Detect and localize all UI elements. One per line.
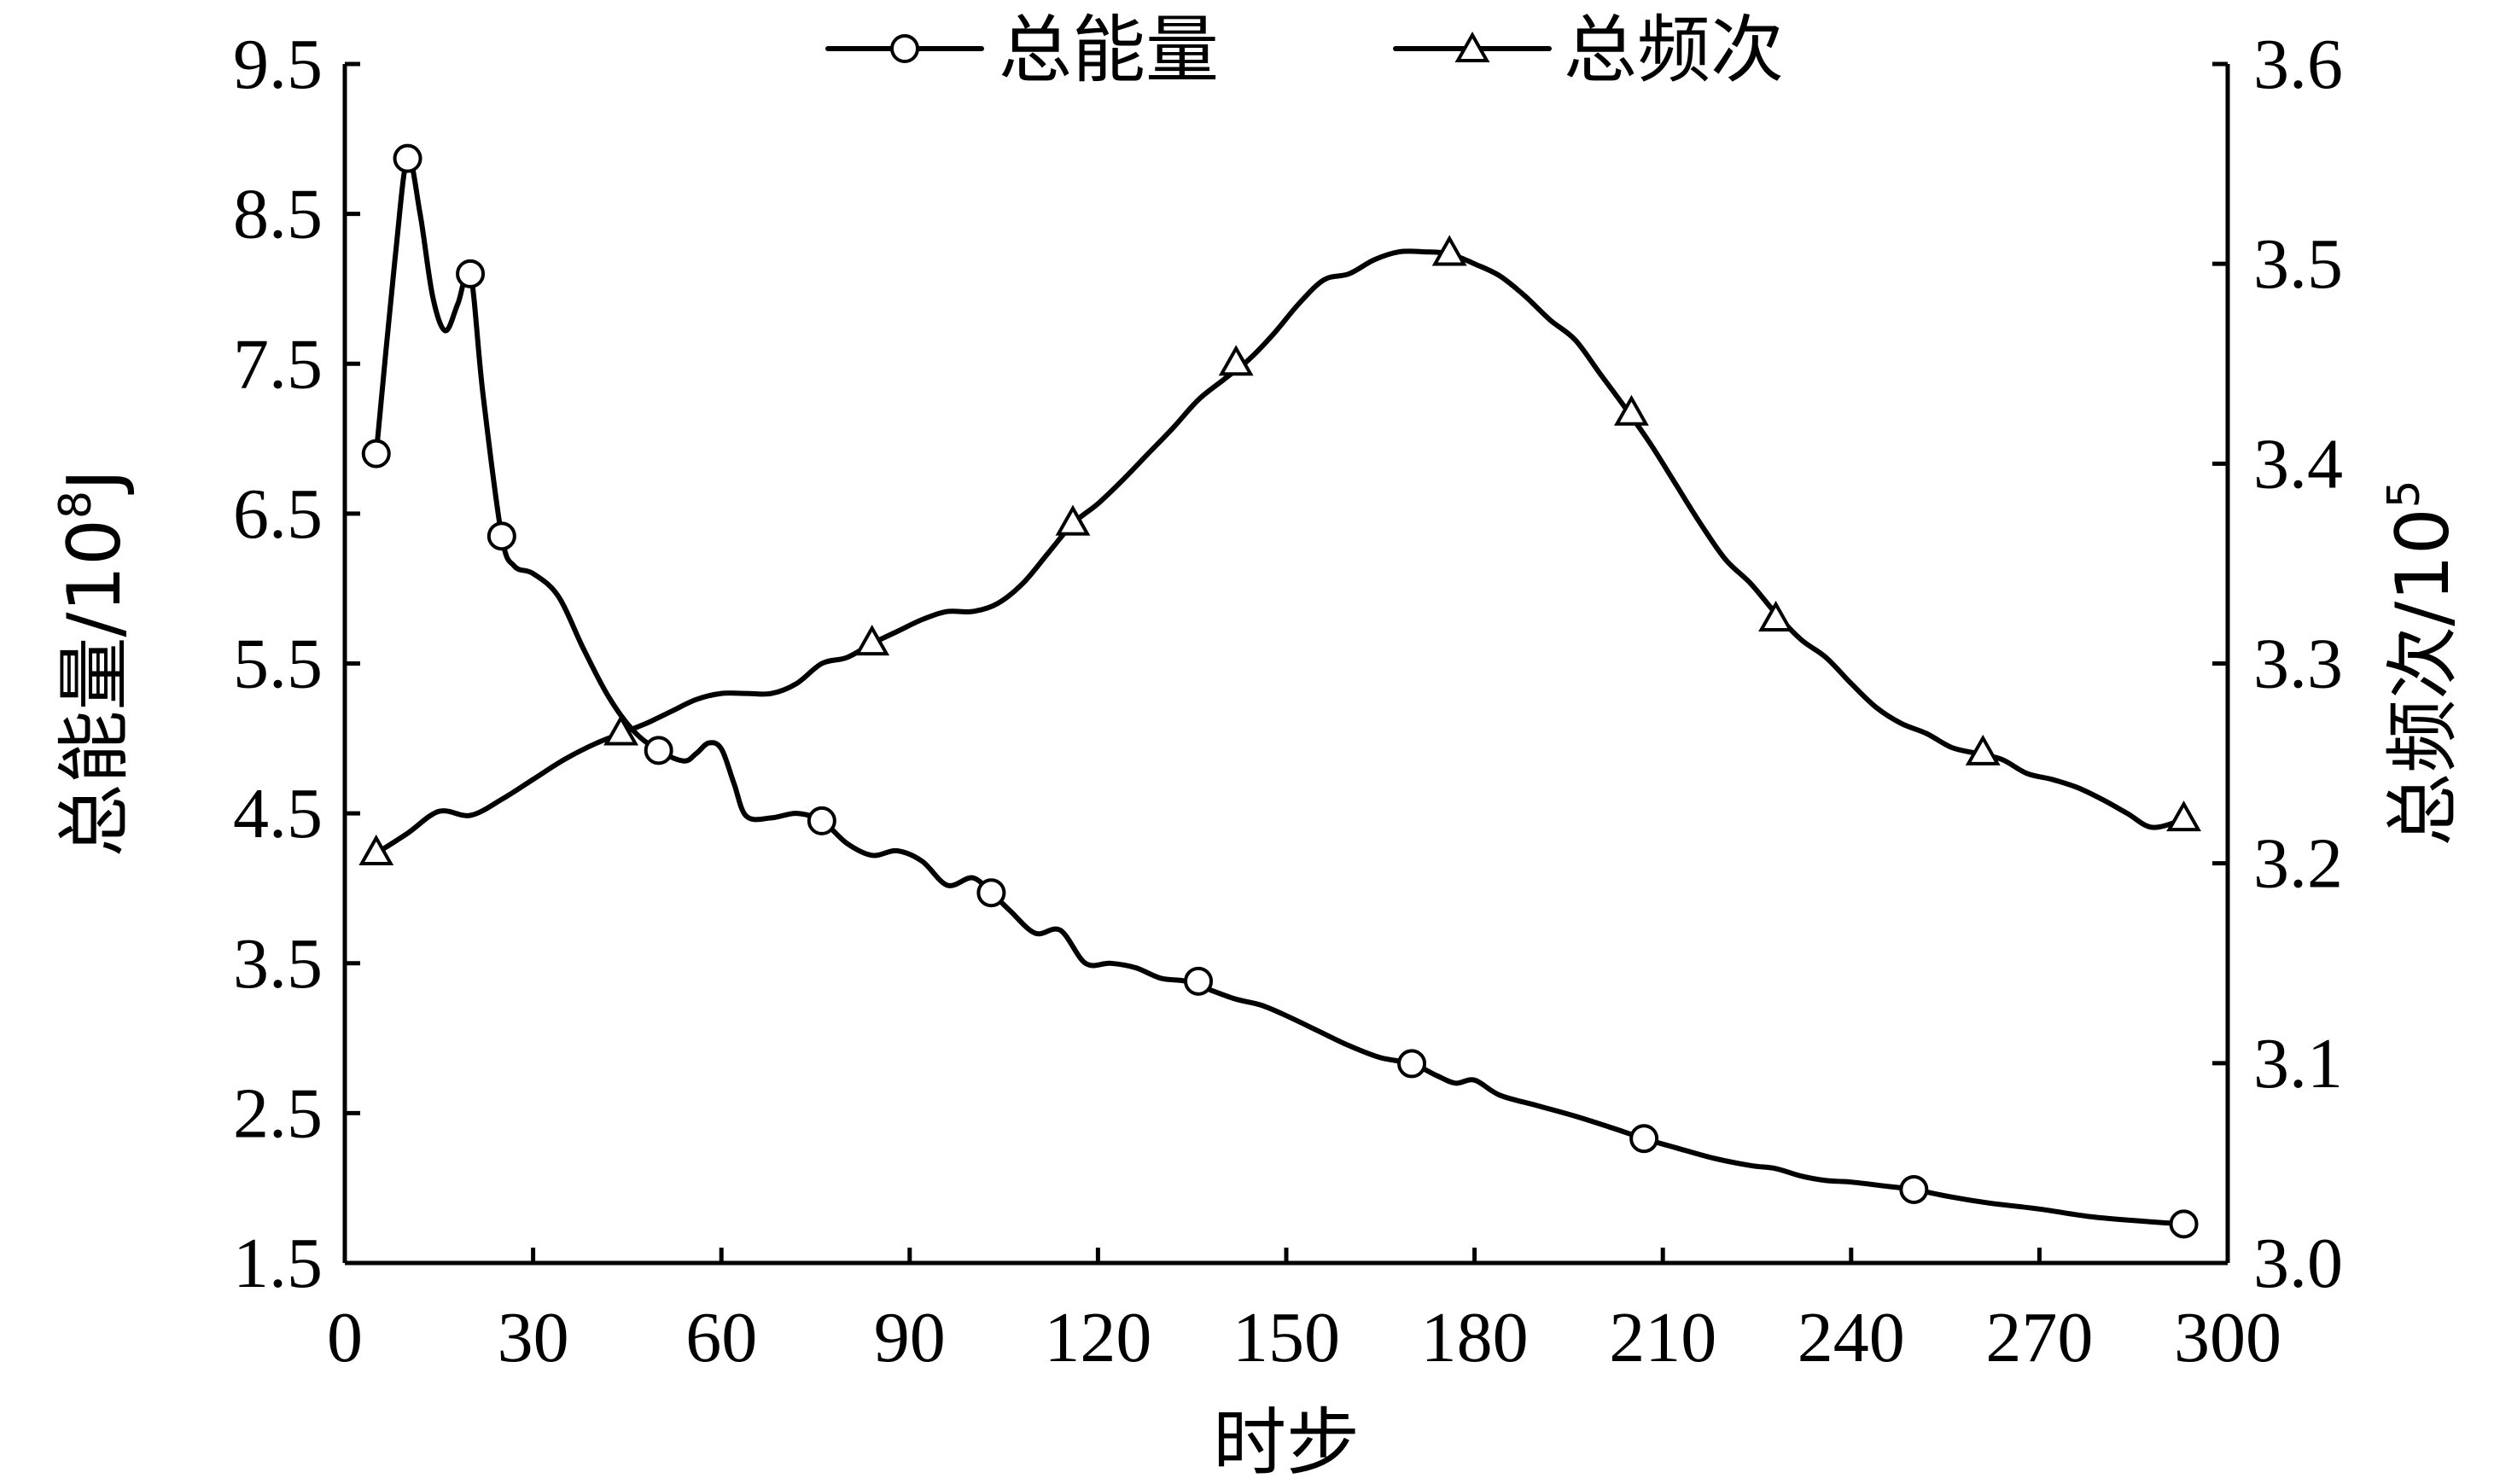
legend-energy-label: 总能量 xyxy=(999,8,1219,93)
series-0-marker-6 xyxy=(976,878,1006,908)
right-axis-title-main: 总频次/10 xyxy=(2380,508,2466,846)
left-tick-label-4: 5.5 xyxy=(233,625,323,704)
right-tick-label-1: 3.1 xyxy=(2253,1024,2343,1103)
series-1-marker-2 xyxy=(854,625,890,656)
series-0-marker-7 xyxy=(1184,966,1214,996)
x-tick-label-1: 30 xyxy=(498,1298,569,1377)
left-axis-title: 总能量/108J xyxy=(50,469,137,858)
x-tick-label-8: 240 xyxy=(1798,1298,1905,1377)
legend-energy-marker xyxy=(890,34,919,63)
x-tick-label-4: 120 xyxy=(1044,1298,1151,1377)
series-0-marker-3 xyxy=(487,521,516,551)
x-axis-ticks: 0 30 60 90 120 150 180 210 240 270 300 xyxy=(327,1248,2281,1377)
x-tick-label-10: 300 xyxy=(2174,1298,2281,1377)
x-tick-label-5: 150 xyxy=(1232,1298,1340,1377)
plot-frame xyxy=(342,64,2230,1266)
series-0-marker-0 xyxy=(361,439,391,468)
series-0-marker-1 xyxy=(393,143,422,173)
series-1-marker-1 xyxy=(603,714,638,746)
left-axis-title-sup: 8 xyxy=(50,491,102,519)
x-tick-label-9: 270 xyxy=(1985,1298,2093,1377)
series-0-marker-11 xyxy=(2169,1209,2199,1239)
series-1-marker-9 xyxy=(2166,800,2201,832)
legend-frequency-label: 总频次 xyxy=(1564,8,1784,93)
left-tick-label-5: 6.5 xyxy=(233,474,323,554)
series-0-marker-5 xyxy=(807,806,836,835)
series-1-marker-7 xyxy=(1758,600,1793,631)
right-axis-title: 总频次/105 xyxy=(2379,480,2466,847)
left-axis-title-main: 总能量/10 xyxy=(52,519,137,857)
right-axis-ticks: 3.0 3.1 3.2 3.3 3.4 3.5 3.6 xyxy=(2212,25,2343,1303)
right-tick-label-5: 3.5 xyxy=(2253,224,2343,304)
x-tick-label-7: 210 xyxy=(1609,1298,1716,1377)
x-tick-label-0: 0 xyxy=(327,1298,363,1377)
right-tick-label-0: 3.0 xyxy=(2253,1224,2343,1303)
series-1-marker-8 xyxy=(1965,734,2001,765)
legend: 总能量 总频次 xyxy=(825,8,1784,93)
right-axis-title-sup: 5 xyxy=(2379,480,2430,508)
x-tick-label-2: 60 xyxy=(685,1298,757,1377)
series-layer xyxy=(358,143,2201,1239)
left-tick-label-6: 7.5 xyxy=(233,324,323,404)
left-tick-label-1: 2.5 xyxy=(233,1074,323,1153)
left-tick-label-2: 3.5 xyxy=(233,924,323,1004)
left-tick-label-3: 4.5 xyxy=(233,774,323,853)
right-tick-label-6: 3.6 xyxy=(2253,25,2343,104)
right-tick-label-2: 3.2 xyxy=(2253,824,2343,904)
series-1-marker-0 xyxy=(358,834,394,865)
x-tick-label-6: 180 xyxy=(1421,1298,1529,1377)
series-0-marker-9 xyxy=(1629,1124,1659,1154)
right-tick-label-4: 3.4 xyxy=(2253,424,2343,503)
series-1-marker-3 xyxy=(1055,504,1091,536)
left-axis-ticks: 1.5 2.5 3.5 4.5 5.5 6.5 7.5 8.5 9.5 xyxy=(233,25,360,1303)
left-axis-title-unit: J xyxy=(52,469,137,495)
left-tick-label-0: 1.5 xyxy=(233,1224,323,1303)
series-0-marker-8 xyxy=(1397,1049,1427,1079)
series-line-0 xyxy=(373,154,2187,1227)
series-0-marker-2 xyxy=(456,259,486,288)
series-0-marker-10 xyxy=(1899,1174,1929,1204)
series-1-marker-6 xyxy=(1614,394,1649,426)
legend-frequency-marker xyxy=(1454,31,1490,62)
x-tick-label-3: 90 xyxy=(874,1298,946,1377)
series-1-marker-5 xyxy=(1431,235,1467,266)
left-tick-label-8: 9.5 xyxy=(233,25,323,104)
right-tick-label-3: 3.3 xyxy=(2253,625,2343,704)
series-0-marker-4 xyxy=(644,736,673,765)
x-axis-title: 时步 xyxy=(1213,1400,1360,1484)
series-line-1 xyxy=(373,248,2187,856)
series-1-marker-4 xyxy=(1218,345,1254,376)
left-tick-label-7: 8.5 xyxy=(233,175,323,254)
